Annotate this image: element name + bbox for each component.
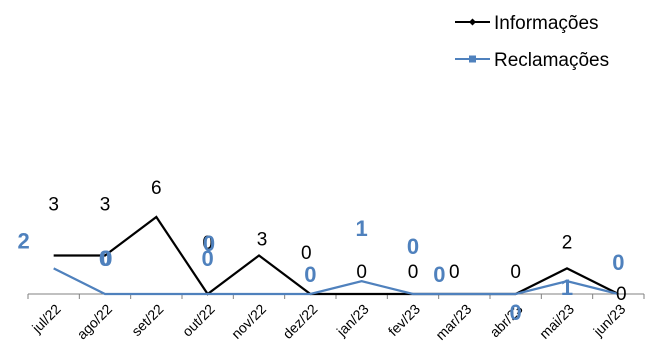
x-tick-label-mar-23: mar/23: [432, 301, 474, 343]
x-tick-label-set-22: set/22: [128, 301, 166, 339]
legend: Informações Reclamações: [455, 13, 609, 71]
data-label-reclamacoes-abr-23: 0: [510, 300, 522, 325]
data-label-reclamacoes-mar-23: 0: [433, 262, 445, 287]
data-label-informacoes-set-22: 6: [151, 178, 162, 199]
data-label-reclamacoes-ago-22: 0: [99, 246, 111, 271]
x-tick-label-dez-22: dez/22: [279, 301, 320, 342]
x-tick-label-jun-23: jun/23: [589, 301, 628, 340]
x-tick-label-jan-23: jan/23: [333, 301, 372, 340]
data-label-reclamacoes-nov-22: 0: [203, 231, 215, 256]
legend-label-reclamacoes: Reclamações: [494, 50, 609, 71]
x-axis-tick-labels: jul/22 ago/22 set/22 out/22 nov/22 dez/22 jan/…: [28, 301, 628, 343]
x-tick-label-jul-22: jul/22: [28, 301, 64, 337]
data-label-informacoes-jun-23: 0: [616, 284, 627, 305]
legend-marker-informacoes: [469, 18, 476, 26]
data-label-informacoes-dez-22: 0: [301, 243, 312, 264]
x-tick-label-ago-22: ago/22: [74, 301, 116, 343]
series-lines: [53, 215, 619, 296]
data-label-informacoes-jan-23: 0: [356, 262, 367, 283]
data-label-informacoes-fev-23: 0: [408, 262, 419, 283]
x-tick-label-nov-22: nov/22: [228, 301, 269, 342]
data-label-informacoes-abr-23: 0: [510, 262, 521, 283]
legend-entry-reclamacoes: Reclamações: [455, 50, 609, 71]
data-label-informacoes-out-22: 0: [202, 233, 213, 254]
data-label-reclamacoes-fev-23: 0: [407, 234, 419, 259]
data-label-reclamacoes-jul-22: 2: [18, 228, 30, 253]
data-label-reclamacoes-out-22: 0: [202, 246, 214, 271]
x-tick-label-out-22: out/22: [179, 301, 218, 340]
data-label-reclamacoes-jan-23: 1: [356, 216, 368, 241]
data-label-reclamacoes-jun-23: 0: [612, 250, 624, 275]
data-label-informacoes-mar-23: 0: [449, 262, 460, 283]
data-label-reclamacoes-mai-23: 1: [561, 275, 573, 300]
data-label-informacoes-jul-22: 3: [48, 195, 59, 216]
data-label-informacoes-mai-23: 2: [562, 232, 573, 253]
legend-label-informacoes: Informações: [494, 13, 599, 34]
series-line-reclamacoes: [53, 267, 619, 296]
legend-entry-informacoes: Informações: [455, 13, 599, 34]
x-tick-label-fev-23: fev/23: [385, 301, 423, 339]
series-line-informacoes: [53, 215, 619, 296]
legend-marker-reclamacoes: [469, 55, 476, 63]
data-label-reclamacoes-dez-22: 0: [304, 262, 316, 287]
data-label-informacoes-nov-22: 3: [257, 230, 268, 251]
data-label-reclamacoes-set-22: 0: [100, 246, 112, 271]
data-label-informacoes-ago-22: 3: [100, 195, 111, 216]
x-tick-label-mai-23: mai/23: [536, 301, 577, 342]
